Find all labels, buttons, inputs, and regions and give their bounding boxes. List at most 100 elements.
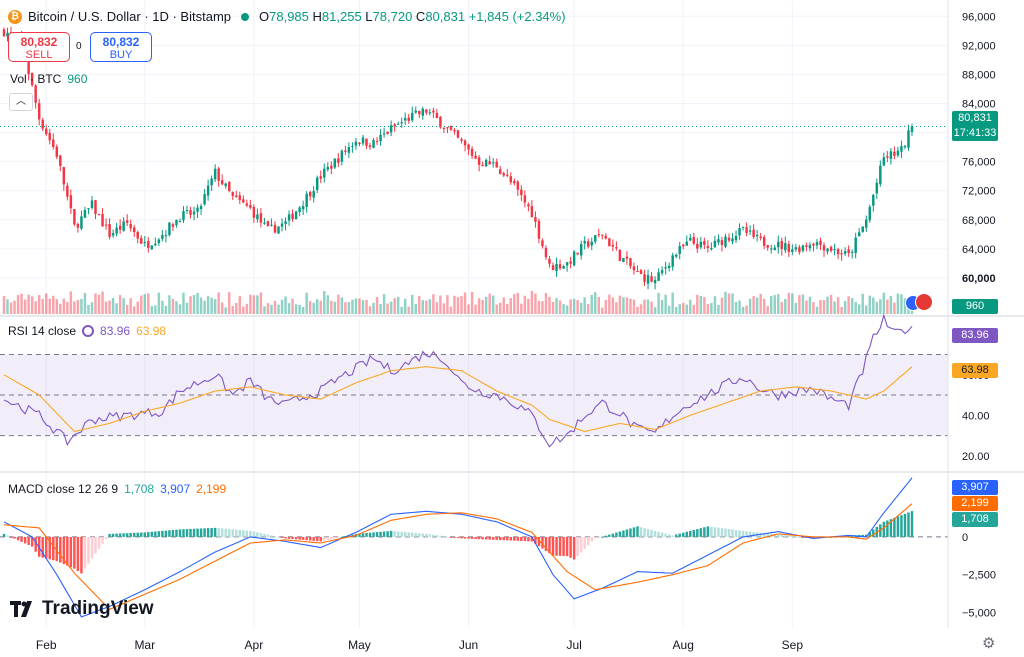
candle-body: [368, 145, 372, 147]
macd-histogram-bar: [73, 536, 76, 569]
volume-bar: [259, 292, 263, 314]
volume-bar: [284, 296, 287, 314]
macd-histogram-bar: [361, 533, 365, 537]
tradingview-logo[interactable]: TradingView: [10, 598, 154, 620]
candle-body: [421, 108, 425, 116]
macd-histogram-bar: [224, 528, 227, 537]
macd-histogram-bar: [34, 536, 37, 552]
macd-histogram-bar: [178, 529, 182, 537]
macd-histogram-bar: [544, 536, 548, 551]
candle-body: [52, 139, 55, 148]
volume-bar: [506, 303, 509, 314]
volume-bar: [682, 302, 685, 314]
buy-button[interactable]: 80,832 BUY: [90, 32, 152, 62]
candle-body: [263, 222, 266, 224]
volume-bar: [228, 292, 231, 314]
candle-body: [418, 110, 421, 115]
candle-body: [340, 150, 344, 162]
candle-body: [48, 132, 51, 141]
macd-histogram-bar: [773, 534, 776, 537]
macd-histogram-bar: [182, 529, 185, 537]
candle-body: [854, 237, 857, 253]
macd-histogram-bar: [488, 536, 491, 540]
volume-bar: [326, 295, 330, 314]
candle-body: [280, 223, 284, 227]
candle-body: [491, 162, 495, 164]
volume-bar: [875, 301, 879, 314]
volume-bar: [132, 306, 136, 314]
macd-histogram-bar: [55, 536, 59, 562]
volume-bar: [879, 299, 882, 314]
volume-bar: [565, 305, 569, 314]
macd-histogram-bar: [164, 530, 168, 537]
month-tick-label: Mar: [134, 638, 155, 652]
price-tick-label: 92,000: [962, 40, 996, 52]
volume-bar: [886, 299, 889, 314]
macd-histogram-bar: [147, 532, 150, 537]
volume-bar: [30, 296, 34, 314]
volume-bar: [220, 302, 224, 314]
candle-body: [682, 244, 685, 247]
volume-bar: [460, 296, 463, 314]
macd-histogram-bar: [340, 536, 344, 538]
month-tick-label: Sep: [782, 638, 804, 652]
macd-histogram-bar: [678, 533, 681, 537]
volume-bar: [48, 298, 51, 314]
gear-icon[interactable]: ⚙: [982, 635, 996, 652]
candle-body: [882, 157, 886, 166]
macd-legend[interactable]: MACD close 12 26 9 1,708 3,907 2,199: [8, 482, 227, 496]
candle-body: [136, 231, 139, 239]
macd-histogram-bar: [284, 536, 287, 539]
macd-histogram-bar: [76, 536, 80, 572]
candle-body: [432, 110, 435, 113]
volume-bar: [379, 304, 382, 314]
indicator-settings-icon[interactable]: [82, 325, 95, 337]
candle-body: [653, 279, 657, 284]
candle-body: [80, 216, 83, 229]
volume-bar: [594, 292, 597, 314]
macd-histogram-bar: [372, 532, 375, 537]
candle-body: [558, 264, 562, 269]
macd-histogram-bar: [615, 532, 618, 537]
candle-body: [76, 223, 80, 228]
candle-body: [456, 130, 460, 138]
macd-histogram-bar: [685, 531, 688, 537]
macd-histogram-bar: [583, 536, 586, 549]
candle-body: [411, 112, 414, 121]
candle-body: [6, 32, 9, 37]
volume-bar: [893, 302, 896, 314]
volume-bar: [759, 293, 762, 314]
macd-histogram-bar: [562, 536, 565, 556]
macd-histogram-bar: [650, 529, 653, 537]
candle-body: [449, 126, 453, 130]
volume-bar: [291, 298, 294, 314]
candle-body: [435, 112, 439, 118]
candle-body: [97, 214, 101, 216]
candle-body: [727, 237, 731, 241]
volume-bar: [819, 299, 822, 314]
sell-button[interactable]: 80,832 SELL: [8, 32, 70, 62]
chevron-up-icon[interactable]: ︿: [9, 93, 33, 111]
candle-body: [361, 137, 365, 144]
volume-bar: [537, 300, 541, 314]
volume-bar: [2, 296, 6, 314]
volume-bar: [843, 300, 847, 314]
candle-body: [910, 126, 914, 132]
volume-bar: [41, 298, 44, 314]
volume-bar: [488, 293, 491, 314]
volume-legend[interactable]: Vol · BTC 960: [10, 72, 88, 86]
macd-histogram-bar: [692, 529, 696, 537]
candle-body: [453, 129, 456, 132]
rsi-ma-value-tag: 63.98: [952, 363, 998, 378]
rsi-legend[interactable]: RSI 14 close 83.96 63.98: [8, 324, 167, 338]
candle-body: [484, 159, 488, 167]
volume-bar: [896, 293, 900, 314]
candle-body: [238, 195, 242, 201]
macd-histogram-bar: [389, 530, 393, 537]
currency-flags-icon[interactable]: [905, 293, 933, 311]
symbol-title[interactable]: Bitcoin / U.S. Dollar · 1D · Bitstamp: [28, 9, 231, 24]
candle-body: [632, 266, 636, 271]
volume-bar: [833, 301, 836, 314]
macd-histogram-bar: [541, 536, 544, 549]
